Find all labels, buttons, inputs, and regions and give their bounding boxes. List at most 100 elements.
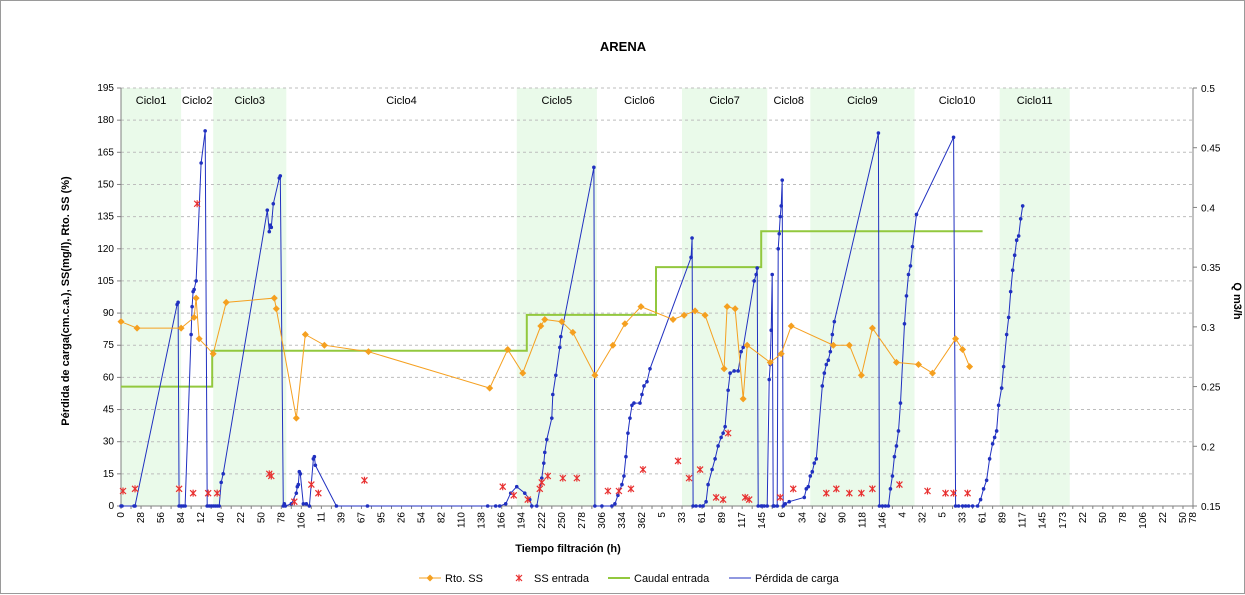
data-point bbox=[536, 485, 544, 493]
data-point bbox=[832, 319, 837, 324]
data-point bbox=[519, 369, 527, 377]
data-point bbox=[778, 214, 783, 219]
x-tick-label: 54 bbox=[417, 512, 428, 524]
data-point bbox=[620, 482, 624, 487]
data-point bbox=[190, 304, 194, 309]
data-point bbox=[609, 341, 617, 349]
data-point bbox=[772, 504, 777, 508]
data-point bbox=[271, 201, 276, 206]
x-tick-label: 278 bbox=[577, 512, 588, 529]
x-tick-label: 50 bbox=[1098, 512, 1109, 524]
data-point bbox=[876, 131, 881, 135]
data-point bbox=[914, 212, 919, 217]
data-point bbox=[745, 496, 753, 504]
data-point bbox=[896, 481, 903, 489]
data-point bbox=[592, 165, 596, 170]
x-tick-label: 84 bbox=[176, 512, 187, 524]
x-tick-label: 61 bbox=[978, 512, 989, 524]
x-tick-label: 145 bbox=[1038, 512, 1049, 529]
data-point bbox=[806, 484, 811, 489]
data-point bbox=[307, 504, 312, 508]
x-tick-label: 146 bbox=[877, 512, 888, 529]
data-point bbox=[990, 442, 995, 446]
data-point bbox=[814, 457, 819, 461]
data-point bbox=[950, 489, 957, 497]
data-point bbox=[694, 504, 698, 508]
data-point bbox=[741, 345, 745, 350]
data-point bbox=[890, 474, 895, 478]
data-point bbox=[213, 489, 221, 497]
data-point bbox=[776, 246, 781, 251]
data-point bbox=[304, 502, 309, 506]
y2-tick-label: 0.3 bbox=[1201, 323, 1215, 334]
data-point bbox=[637, 303, 645, 311]
x-tick-label: 4 bbox=[897, 512, 908, 518]
legend-label: Caudal entrada bbox=[634, 573, 710, 585]
data-point bbox=[312, 454, 317, 459]
data-point bbox=[133, 504, 137, 508]
cycle-band bbox=[121, 88, 182, 506]
data-point bbox=[648, 367, 652, 371]
x-tick-label: 33 bbox=[958, 512, 969, 524]
data-point bbox=[193, 200, 201, 208]
x-tick-label: 362 bbox=[637, 512, 648, 529]
data-point bbox=[767, 377, 772, 382]
data-point bbox=[966, 504, 971, 508]
data-point bbox=[970, 504, 975, 508]
data-point bbox=[209, 350, 217, 358]
cycle-band bbox=[516, 88, 597, 506]
y-tick-label: 0 bbox=[108, 501, 114, 512]
data-point bbox=[710, 467, 714, 472]
data-point bbox=[951, 135, 956, 140]
x-tick-label: 78 bbox=[1188, 512, 1199, 524]
y-tick-label: 45 bbox=[103, 405, 115, 416]
data-point bbox=[880, 504, 885, 508]
data-point bbox=[219, 480, 223, 485]
data-point bbox=[716, 444, 720, 448]
data-point bbox=[966, 363, 974, 371]
data-point bbox=[504, 346, 512, 354]
data-point bbox=[624, 454, 628, 459]
data-point bbox=[674, 457, 682, 465]
data-point bbox=[522, 491, 527, 495]
data-point bbox=[877, 504, 882, 508]
data-point bbox=[573, 474, 581, 482]
data-point bbox=[559, 474, 567, 482]
data-point bbox=[1016, 234, 1021, 238]
data-point bbox=[296, 482, 301, 487]
data-point bbox=[769, 328, 774, 333]
data-point bbox=[499, 483, 507, 491]
data-point bbox=[627, 485, 635, 493]
data-point bbox=[615, 487, 623, 495]
data-point bbox=[645, 379, 649, 384]
x-tick-label: 78 bbox=[1118, 512, 1129, 524]
data-point bbox=[723, 424, 727, 429]
x-tick-label: 5 bbox=[938, 512, 949, 518]
data-point bbox=[981, 487, 986, 491]
x-tick-label: 106 bbox=[1138, 512, 1149, 529]
data-point bbox=[591, 371, 599, 379]
data-point bbox=[524, 496, 532, 504]
data-point bbox=[832, 485, 840, 493]
data-point bbox=[497, 504, 502, 508]
data-point bbox=[1006, 315, 1011, 320]
data-point bbox=[183, 504, 187, 508]
cycle-label: Ciclo4 bbox=[386, 95, 417, 107]
data-point bbox=[975, 504, 980, 508]
x-tick-label: 90 bbox=[837, 512, 848, 524]
x-tick-label: 106 bbox=[296, 512, 307, 529]
x-tick-label: 138 bbox=[477, 512, 488, 529]
data-point bbox=[542, 450, 547, 455]
data-point bbox=[826, 358, 831, 363]
data-point bbox=[726, 388, 730, 393]
data-point bbox=[868, 485, 876, 493]
data-point bbox=[119, 487, 127, 495]
x-tick-label: 33 bbox=[677, 512, 688, 524]
data-point bbox=[270, 294, 278, 302]
data-point bbox=[131, 485, 139, 493]
legend-swatch-marker bbox=[515, 574, 523, 582]
legend: Rto. SS SS entrada Caudal entrada Pérdida d… bbox=[419, 573, 840, 585]
data-point bbox=[762, 504, 766, 508]
data-point bbox=[175, 485, 183, 493]
